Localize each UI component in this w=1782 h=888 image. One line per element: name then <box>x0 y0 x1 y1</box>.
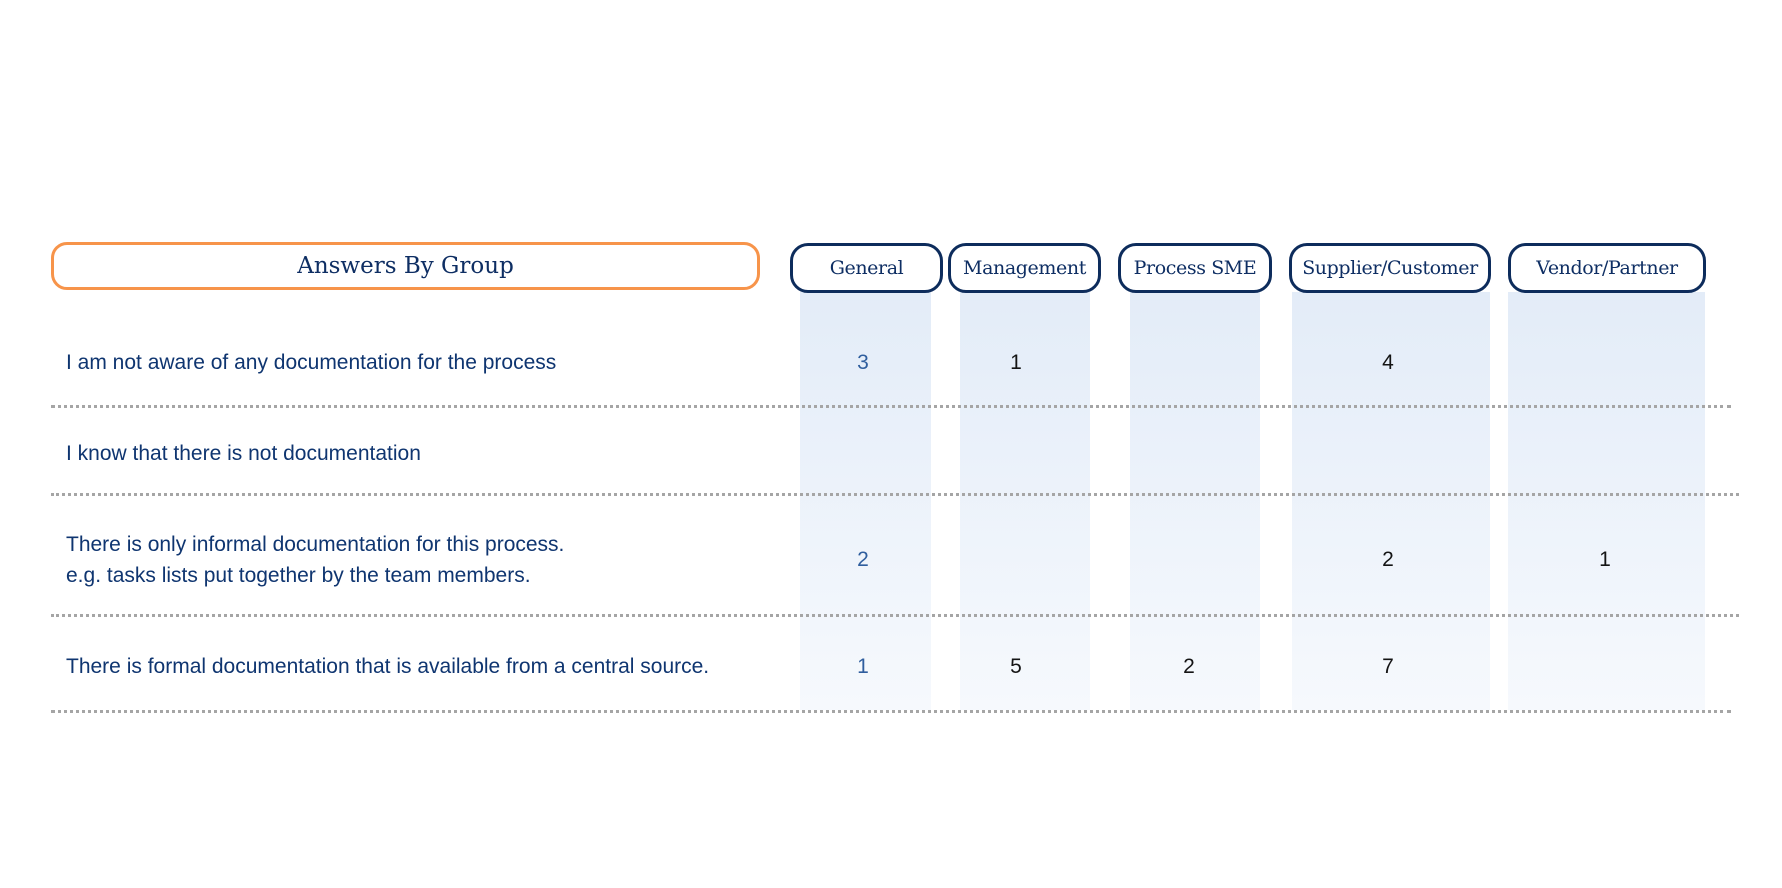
cell-process-sme: 2 <box>1183 655 1195 678</box>
column-header-management: Management <box>948 243 1101 293</box>
cell-general: 1 <box>857 655 869 678</box>
row-label-formal-documentation: There is formal documentation that is av… <box>66 651 709 682</box>
row-divider <box>51 710 1731 713</box>
row-label-line: e.g. tasks lists put together by the tea… <box>66 564 531 587</box>
row-label-line: There is only informal documentation for… <box>66 533 565 556</box>
column-header-vendor-partner: Vendor/Partner <box>1508 243 1706 293</box>
row-divider <box>51 614 1739 617</box>
row-label-line: I know that there is not documentation <box>66 442 421 465</box>
row-divider <box>51 405 1731 408</box>
column-header-general: General <box>790 243 943 293</box>
row-divider <box>51 493 1739 496</box>
column-shade-supplier-customer <box>1292 292 1490 710</box>
cell-management: 5 <box>1010 655 1022 678</box>
row-label-line: There is formal documentation that is av… <box>66 655 710 678</box>
cell-supplier-customer: 4 <box>1382 351 1394 374</box>
column-shade-process-sme <box>1130 292 1260 710</box>
row-label-not-aware: I am not aware of any documentation for … <box>66 347 556 378</box>
column-shade-vendor-partner <box>1508 292 1705 710</box>
column-shade-management <box>960 292 1090 710</box>
answers-by-group-title: Answers By Group <box>51 242 760 290</box>
cell-management: 1 <box>1010 351 1022 374</box>
row-label-line: I am not aware of any documentation for … <box>66 351 557 374</box>
cell-general: 2 <box>857 548 869 571</box>
cell-supplier-customer: 7 <box>1382 655 1394 678</box>
column-header-process-sme: Process SME <box>1118 243 1272 293</box>
cell-general: 3 <box>857 351 869 374</box>
column-header-supplier-customer: Supplier/Customer <box>1289 243 1491 293</box>
cell-supplier-customer: 2 <box>1382 548 1394 571</box>
row-label-informal-documentation: There is only informal documentation for… <box>66 529 564 591</box>
column-shade-general <box>800 292 931 710</box>
row-label-know-no-documentation: I know that there is not documentation <box>66 438 421 469</box>
cell-vendor-partner: 1 <box>1599 548 1611 571</box>
